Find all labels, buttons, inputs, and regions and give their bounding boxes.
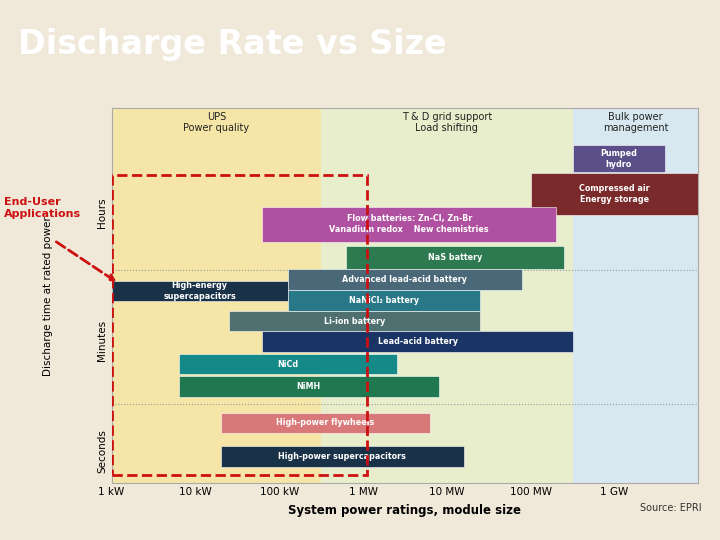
Text: High-energy
supercapacitors: High-energy supercapacitors (163, 281, 236, 301)
Bar (263, 207, 556, 241)
Bar (220, 446, 464, 467)
Text: NiMH: NiMH (297, 382, 320, 391)
Bar (112, 175, 367, 475)
Y-axis label: Discharge time at rated power: Discharge time at rated power (43, 216, 53, 375)
Bar (263, 332, 572, 352)
Bar (229, 310, 480, 332)
Bar (288, 290, 480, 310)
Text: Advanced lead-acid battery: Advanced lead-acid battery (343, 275, 467, 284)
Text: UPS
Power quality: UPS Power quality (184, 112, 249, 133)
Bar (531, 173, 698, 214)
Text: T & D grid support
Load shifting: T & D grid support Load shifting (402, 112, 492, 133)
Text: Bulk power
management: Bulk power management (603, 112, 668, 133)
Text: High-power flywheels: High-power flywheels (276, 418, 374, 427)
Text: NiCd: NiCd (277, 360, 298, 368)
Text: Compressed air
Energy storage: Compressed air Energy storage (580, 184, 650, 204)
Bar (288, 269, 523, 290)
Bar (220, 413, 430, 433)
Bar (346, 246, 564, 268)
X-axis label: System power ratings, module size: System power ratings, module size (289, 504, 521, 517)
Bar (179, 376, 438, 397)
Bar (572, 145, 665, 172)
Bar (572, 108, 698, 483)
Bar (321, 108, 572, 483)
Text: NaNiCl₂ battery: NaNiCl₂ battery (349, 296, 419, 305)
Text: Flow batteries: Zn-Cl, Zn-Br
Vanadium redox    New chemistries: Flow batteries: Zn-Cl, Zn-Br Vanadium re… (329, 214, 489, 234)
Text: High-power supercapacitors: High-power supercapacitors (278, 452, 406, 461)
Text: NaS battery: NaS battery (428, 253, 482, 262)
Bar (112, 108, 321, 483)
Text: End-User
Applications: End-User Applications (4, 197, 81, 219)
Bar (179, 354, 397, 374)
Bar (112, 281, 288, 301)
Text: Source: EPRI: Source: EPRI (640, 503, 702, 512)
Text: Pumped
hydro: Pumped hydro (600, 149, 637, 168)
Text: Lead-acid battery: Lead-acid battery (377, 338, 458, 346)
Text: Discharge Rate vs Size: Discharge Rate vs Size (18, 28, 446, 61)
Text: Li-ion battery: Li-ion battery (324, 316, 385, 326)
